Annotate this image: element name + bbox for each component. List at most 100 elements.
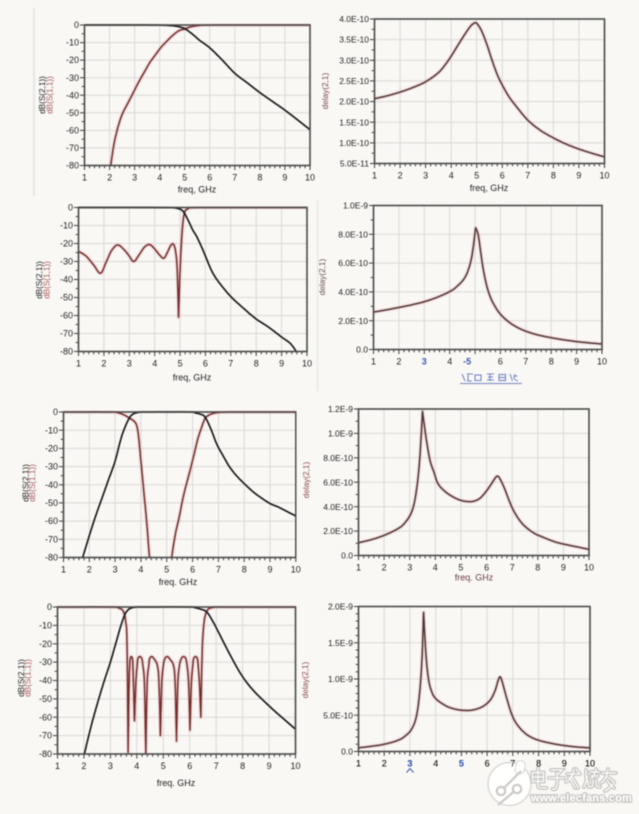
svg-text:6: 6 <box>203 359 208 369</box>
svg-text:-70: -70 <box>45 534 58 544</box>
svg-text:6: 6 <box>207 173 212 183</box>
svg-text:-30: -30 <box>66 73 79 83</box>
svg-text:-10: -10 <box>66 38 79 48</box>
svg-text:dB(S(1,1)): dB(S(1,1)) <box>28 464 37 502</box>
svg-text:6: 6 <box>484 563 489 573</box>
svg-text:3: 3 <box>127 359 132 369</box>
svg-text:6: 6 <box>187 761 192 771</box>
svg-text:dB(S(1,1)): dB(S(1,1)) <box>23 659 32 697</box>
svg-text:0.0: 0.0 <box>356 345 368 355</box>
svg-text:delay(2,1): delay(2,1) <box>318 259 327 296</box>
svg-text:-10: -10 <box>39 621 52 631</box>
svg-text:-80: -80 <box>66 161 79 171</box>
svg-text:2: 2 <box>396 357 401 367</box>
svg-text:1.0E-10: 1.0E-10 <box>339 138 369 148</box>
svg-text:dB(S(2,1)): dB(S(2,1)) <box>38 76 47 114</box>
svg-text:8: 8 <box>240 761 245 771</box>
svg-text:0: 0 <box>47 602 52 612</box>
svg-text:4: 4 <box>433 563 438 573</box>
svg-text:6.0E-10: 6.0E-10 <box>323 477 353 487</box>
svg-text:dB(S(2,1)): dB(S(2,1)) <box>17 659 26 697</box>
svg-text:10: 10 <box>290 761 300 771</box>
svg-text:delay(2,1): delay(2,1) <box>302 462 311 499</box>
svg-text:2.0E-10: 2.0E-10 <box>339 97 369 107</box>
svg-text:2: 2 <box>101 359 106 369</box>
svg-text:3: 3 <box>108 761 113 771</box>
svg-text:-60: -60 <box>39 712 52 722</box>
svg-text:4: 4 <box>447 357 452 367</box>
svg-text:-30: -30 <box>60 257 73 267</box>
svg-text:dB(S(2,1)): dB(S(2,1)) <box>22 464 31 502</box>
svg-text:-30: -30 <box>45 462 58 472</box>
svg-text:dB(S(1,1)): dB(S(1,1)) <box>43 261 52 299</box>
svg-text:2: 2 <box>382 759 387 769</box>
svg-text:1: 1 <box>76 359 81 369</box>
svg-text:5: 5 <box>178 359 183 369</box>
svg-text:-20: -20 <box>39 639 52 649</box>
svg-text:5: 5 <box>164 565 169 575</box>
svg-text:0: 0 <box>74 20 79 30</box>
svg-text:3: 3 <box>407 759 412 769</box>
svg-text:-50: -50 <box>66 108 79 118</box>
svg-text:2: 2 <box>81 761 86 771</box>
svg-text:5: 5 <box>458 563 463 573</box>
svg-text:1: 1 <box>82 173 87 183</box>
svg-text:10: 10 <box>291 565 301 575</box>
svg-text:7: 7 <box>232 173 237 183</box>
svg-text:5: 5 <box>161 761 166 771</box>
svg-text:1.0E-9: 1.0E-9 <box>328 429 353 439</box>
svg-text:-70: -70 <box>66 143 79 153</box>
svg-text:8: 8 <box>242 565 247 575</box>
svg-text:2.0E-10: 2.0E-10 <box>338 316 368 326</box>
svg-text:6: 6 <box>500 171 505 181</box>
svg-text:3: 3 <box>407 563 412 573</box>
svg-text:freq. GHz: freq. GHz <box>455 573 494 583</box>
svg-text:5.0E-10: 5.0E-10 <box>323 710 353 720</box>
svg-text:-40: -40 <box>45 480 58 490</box>
svg-text:1.0E-9: 1.0E-9 <box>328 674 353 684</box>
svg-text:5.0E-11: 5.0E-11 <box>340 159 369 169</box>
svg-text:1: 1 <box>356 759 361 769</box>
svg-text:1: 1 <box>356 563 361 573</box>
svg-text:-5: -5 <box>463 357 471 367</box>
svg-text:6: 6 <box>485 759 490 769</box>
svg-text:5: 5 <box>459 759 464 769</box>
svg-text:4: 4 <box>152 359 157 369</box>
svg-text:-40: -40 <box>60 275 73 285</box>
svg-text:8: 8 <box>254 359 259 369</box>
svg-text:3: 3 <box>407 759 412 769</box>
svg-text:9: 9 <box>267 761 272 771</box>
svg-text:freq, GHz: freq, GHz <box>178 185 217 195</box>
svg-text:4: 4 <box>433 759 438 769</box>
svg-text:8: 8 <box>549 357 554 367</box>
svg-text:freq, GHz: freq, GHz <box>173 373 212 383</box>
svg-text:3.0E-10: 3.0E-10 <box>339 55 369 65</box>
svg-text:-80: -80 <box>60 347 73 357</box>
svg-text:8: 8 <box>535 563 540 573</box>
svg-text:0: 0 <box>68 203 73 213</box>
svg-text:-80: -80 <box>45 553 58 563</box>
svg-text:8: 8 <box>536 759 541 769</box>
svg-text:0.0: 0.0 <box>341 551 353 561</box>
svg-text:1.0E-9: 1.0E-9 <box>343 201 368 211</box>
svg-text:dB(S(2,1)): dB(S(2,1)) <box>35 261 44 299</box>
svg-text:freq. GHz: freq. GHz <box>157 778 196 788</box>
svg-text:7: 7 <box>214 761 219 771</box>
svg-text:9: 9 <box>574 357 579 367</box>
svg-text:10: 10 <box>305 173 315 183</box>
svg-text:1: 1 <box>356 759 361 769</box>
svg-text:freq. GHz: freq. GHz <box>159 577 198 587</box>
svg-text:10: 10 <box>597 357 607 367</box>
svg-text:-40: -40 <box>39 676 52 686</box>
svg-text:2: 2 <box>382 563 387 573</box>
svg-text:7: 7 <box>525 171 530 181</box>
svg-text:7: 7 <box>510 563 515 573</box>
svg-text:9: 9 <box>576 171 581 181</box>
svg-text:6: 6 <box>485 759 490 769</box>
svg-text:10: 10 <box>599 171 609 181</box>
svg-text:6.0E-10: 6.0E-10 <box>338 258 368 268</box>
svg-text:-20: -20 <box>60 239 73 249</box>
svg-text:-60: -60 <box>45 516 58 526</box>
svg-text:7: 7 <box>523 357 528 367</box>
svg-text:9: 9 <box>279 359 284 369</box>
